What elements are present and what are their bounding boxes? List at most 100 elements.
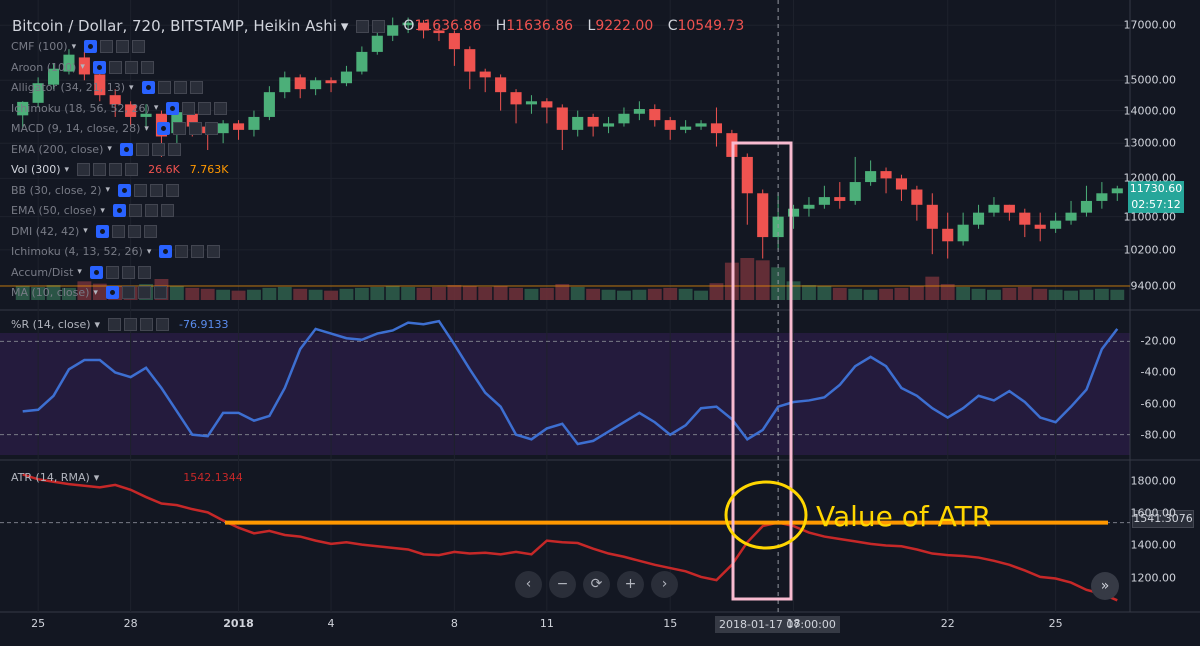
add-icon[interactable]: [137, 286, 151, 299]
add-icon[interactable]: [173, 81, 187, 94]
indicator-row[interactable]: MA (10, close) ▾: [11, 286, 167, 299]
eye-icon[interactable]: [118, 183, 132, 197]
zoom-in-button[interactable]: +: [617, 571, 644, 598]
chevron-down-icon[interactable]: ▾: [83, 226, 88, 236]
eye-icon[interactable]: [141, 81, 155, 94]
chevron-down-icon[interactable]: ▾: [144, 123, 149, 134]
chevron-down-icon[interactable]: ▾: [71, 41, 77, 52]
indicator-label[interactable]: Ichimoku (4, 13, 52, 26): [11, 245, 143, 258]
chevron-down-icon[interactable]: ▾: [129, 82, 134, 93]
eye-icon[interactable]: [112, 204, 126, 217]
chevron-down-icon[interactable]: ▾: [105, 185, 111, 195]
add-icon[interactable]: [188, 122, 202, 135]
eye-icon[interactable]: [84, 40, 98, 53]
indicator-row[interactable]: Vol (300) ▾ 26.6K 7.763K: [11, 163, 229, 176]
indicator-row[interactable]: Ichimoku (4, 13, 52, 26) ▾: [11, 245, 221, 258]
settings-icon[interactable]: [128, 204, 142, 217]
chevron-down-icon[interactable]: ▾: [107, 144, 112, 154]
indicator-row[interactable]: EMA (200, close) ▾: [11, 142, 181, 156]
close-icon[interactable]: [125, 163, 139, 176]
indicator-label[interactable]: Ichimoku (18, 56, 52, 26): [11, 101, 150, 115]
chevron-down-icon[interactable]: ▾: [93, 471, 100, 484]
symbol-title[interactable]: Bitcoin / Dollar, 720, BITSTAMP, Heikin …: [12, 17, 337, 35]
eye-icon[interactable]: [159, 245, 173, 258]
eye-icon[interactable]: [119, 142, 133, 156]
source-icon[interactable]: [124, 318, 138, 331]
chevron-down-icon[interactable]: ▾: [153, 103, 159, 113]
settings-icon[interactable]: [121, 286, 135, 299]
settings-icon[interactable]: [172, 122, 186, 135]
chevron-down-icon[interactable]: ▾: [93, 287, 98, 298]
add-icon[interactable]: [151, 142, 165, 156]
add-icon[interactable]: [198, 101, 212, 115]
settings-icon[interactable]: [182, 101, 196, 115]
chevron-down-icon[interactable]: ▾: [340, 17, 349, 35]
add-icon[interactable]: [127, 224, 141, 238]
eye-icon[interactable]: [77, 163, 91, 176]
eye-icon[interactable]: [105, 286, 119, 299]
indicator-label[interactable]: DMI (42, 42): [11, 224, 80, 238]
settings-icon[interactable]: [135, 142, 149, 156]
close-icon[interactable]: [137, 265, 151, 279]
close-icon[interactable]: [140, 60, 154, 74]
close-icon[interactable]: [143, 224, 157, 238]
close-icon[interactable]: [166, 183, 180, 197]
add-icon[interactable]: [191, 245, 205, 258]
settings-icon[interactable]: [105, 265, 119, 279]
settings-icon[interactable]: [108, 318, 122, 331]
atr-title[interactable]: ATR (14, RMA): [11, 471, 90, 484]
settings-icon[interactable]: [175, 245, 189, 258]
wr-title[interactable]: %R (14, close): [11, 318, 91, 331]
indicator-row[interactable]: MACD (9, 14, close, 28) ▾: [11, 122, 218, 135]
eye-icon[interactable]: [92, 60, 106, 74]
settings-icon[interactable]: [93, 163, 107, 176]
indicator-label[interactable]: CMF (100): [11, 40, 68, 53]
add-icon[interactable]: [144, 204, 158, 217]
indicator-label[interactable]: MA (10, close): [11, 286, 90, 299]
close-icon[interactable]: [160, 204, 174, 217]
indicator-row[interactable]: Ichimoku (18, 56, 52, 26) ▾: [11, 101, 228, 115]
indicator-row[interactable]: Aroon (100) ▾: [11, 60, 154, 74]
close-icon[interactable]: [189, 81, 203, 94]
zoom-out-button[interactable]: −: [549, 571, 576, 598]
chevron-down-icon[interactable]: ▾: [146, 246, 152, 257]
add-icon[interactable]: [150, 183, 164, 197]
indicator-label[interactable]: MACD (9, 14, close, 28): [11, 122, 141, 135]
settings-icon[interactable]: [356, 19, 370, 33]
close-icon[interactable]: [153, 286, 167, 299]
scroll-left-button[interactable]: ‹: [515, 571, 542, 598]
close-icon[interactable]: [204, 122, 218, 135]
close-icon[interactable]: [167, 142, 181, 156]
close-icon[interactable]: [214, 101, 228, 115]
settings-icon[interactable]: [100, 40, 114, 53]
indicator-row[interactable]: BB (30, close, 2) ▾: [11, 183, 180, 197]
indicator-row[interactable]: EMA (50, close) ▾: [11, 204, 174, 217]
chevron-down-icon[interactable]: ▾: [100, 205, 105, 216]
eye-icon[interactable]: [166, 101, 180, 115]
settings-icon[interactable]: [108, 60, 122, 74]
reset-button[interactable]: ⟳: [583, 571, 610, 598]
settings-icon[interactable]: [134, 183, 148, 197]
chevron-down-icon[interactable]: ▾: [94, 318, 101, 331]
eye-icon[interactable]: [89, 265, 103, 279]
settings-icon[interactable]: [111, 224, 125, 238]
settings-icon[interactable]: [157, 81, 171, 94]
indicator-label[interactable]: Vol (300): [11, 163, 61, 176]
indicator-row[interactable]: DMI (42, 42) ▾: [11, 224, 157, 238]
indicator-row[interactable]: CMF (100) ▾: [11, 40, 146, 53]
add-icon[interactable]: [109, 163, 123, 176]
indicator-label[interactable]: BB (30, close, 2): [11, 183, 102, 197]
close-icon[interactable]: [207, 245, 221, 258]
close-icon[interactable]: [156, 318, 170, 331]
indicator-label[interactable]: Alligator (34, 21, 13): [11, 81, 126, 94]
indicator-label[interactable]: Accum/Dist: [11, 265, 74, 279]
close-icon[interactable]: [132, 40, 146, 53]
chevron-down-icon[interactable]: ▾: [77, 267, 82, 277]
indicator-label[interactable]: EMA (200, close): [11, 142, 104, 156]
add-icon[interactable]: [121, 265, 135, 279]
indicator-row[interactable]: Accum/Dist ▾: [11, 265, 151, 279]
scroll-right-button[interactable]: ›: [651, 571, 678, 598]
add-icon[interactable]: [116, 40, 130, 53]
compare-icon[interactable]: [372, 19, 386, 33]
